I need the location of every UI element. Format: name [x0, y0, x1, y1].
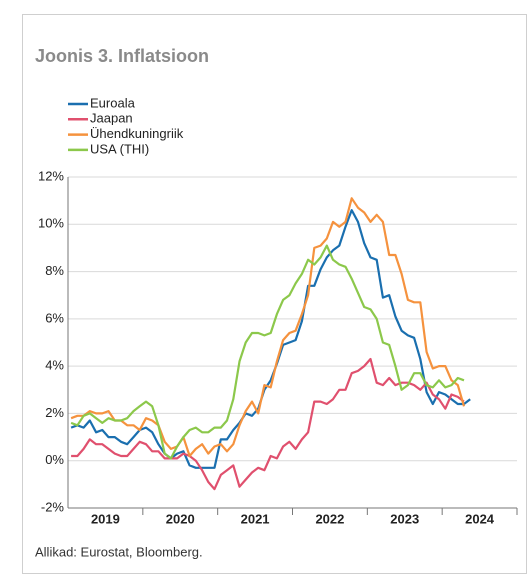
- x-tick-label: 2024: [465, 511, 495, 526]
- legend-label: Jaapan: [90, 111, 133, 126]
- series-line: [71, 357, 465, 491]
- series-line: [70, 197, 466, 458]
- x-tick-label: 2021: [241, 511, 270, 526]
- y-tick-label: -2%: [41, 499, 65, 514]
- chart-title: Joonis 3. Inflatsioon: [35, 46, 209, 66]
- y-tick-label: 10%: [38, 216, 64, 231]
- source: Allikad: Eurostat, Bloomberg.: [35, 544, 203, 559]
- series-line: [70, 209, 471, 469]
- legend-label: Euroala: [90, 95, 136, 110]
- y-tick-label: 0%: [45, 452, 64, 467]
- y-tick-label: 4%: [45, 358, 64, 373]
- x-tick-label: 2023: [390, 511, 419, 526]
- x-tick-label: 2020: [166, 511, 195, 526]
- legend-label: Ühendkuningriik: [90, 126, 184, 141]
- y-tick-label: 8%: [45, 263, 64, 278]
- y-tick-label: 2%: [45, 405, 64, 420]
- y-tick-label: 12%: [38, 168, 64, 183]
- legend-label: USA (THI): [90, 141, 149, 156]
- y-tick-label: 6%: [45, 310, 64, 325]
- x-tick-label: 2019: [91, 511, 120, 526]
- series-line: [70, 244, 465, 460]
- x-tick-label: 2022: [315, 511, 344, 526]
